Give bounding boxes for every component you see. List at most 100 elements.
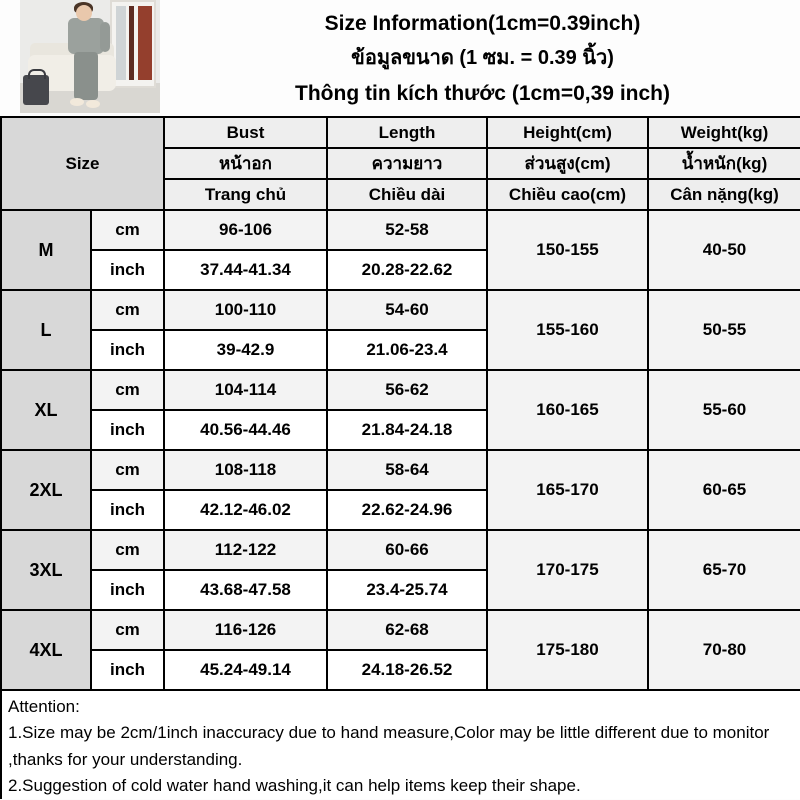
length-cm: 60-66	[326, 529, 488, 571]
col-header-weight-en: Weight(kg)	[646, 116, 800, 149]
height-value: 170-175	[486, 529, 649, 611]
bust-inch: 43.68-47.58	[163, 569, 328, 611]
header-row-th: หน้าอก ความยาว ส่วนสูง(cm) น้ำหนัก(kg)	[1, 147, 800, 180]
unit-inch: inch	[90, 249, 165, 291]
attention-line-1: 1.Size may be 2cm/1inch inaccuracy due t…	[8, 723, 770, 769]
unit-cm: cm	[90, 529, 165, 571]
height-value: 160-165	[486, 369, 649, 451]
length-inch: 21.06-23.4	[326, 329, 488, 371]
photo-window-pane	[138, 6, 152, 80]
header-row-en: Size Bust Length Height(cm) Weight(kg)	[0, 116, 800, 211]
length-inch: 24.18-26.52	[326, 649, 488, 691]
size-row-4xl-inch: inch 45.24-49.14 24.18-26.52	[1, 649, 800, 691]
unit-cm: cm	[90, 289, 165, 331]
model-photo-scene	[20, 0, 160, 113]
bust-cm: 104-114	[163, 369, 328, 411]
length-cm: 52-58	[326, 209, 488, 251]
page-title-th: ข้อมูลขนาด (1 ซม. = 0.39 นิ้ว)	[351, 46, 614, 69]
height-value: 175-180	[486, 609, 649, 691]
size-row-3xl-cm: 3XL cm 112-122 60-66 170-175 65-70	[0, 529, 800, 611]
size-row-2xl-inch: inch 42.12-46.02 22.62-24.96	[1, 489, 800, 531]
weight-value: 65-70	[646, 529, 800, 611]
size-row-l-cm: L cm 100-110 54-60 155-160 50-55	[0, 289, 800, 371]
unit-cm: cm	[90, 369, 165, 411]
col-header-bust-en: Bust	[163, 116, 328, 149]
weight-value: 70-80	[646, 609, 800, 691]
photo-window-glass	[116, 6, 126, 80]
col-header-weight-vi: Cân nặng(kg)	[646, 178, 800, 211]
size-label: XL	[0, 369, 92, 451]
col-header-bust-vi: Trang chủ	[163, 178, 328, 211]
size-label: M	[0, 209, 92, 291]
bust-cm: 100-110	[163, 289, 328, 331]
col-header-height-en: Height(cm)	[486, 116, 649, 149]
bust-cm: 112-122	[163, 529, 328, 571]
photo-bag	[23, 69, 49, 105]
size-label: 2XL	[0, 449, 92, 531]
photo-person-arm	[100, 22, 110, 52]
photo-person-legs	[74, 52, 98, 100]
photo-window-frame	[129, 6, 134, 80]
col-header-length-vi: Chiều dài	[326, 178, 488, 211]
bust-inch: 45.24-49.14	[163, 649, 328, 691]
bust-inch: 39-42.9	[163, 329, 328, 371]
model-photo	[1, 0, 164, 117]
size-row-m-cm: M cm 96-106 52-58 150-155 40-50	[0, 209, 800, 291]
unit-inch: inch	[90, 489, 165, 531]
unit-inch: inch	[90, 409, 165, 451]
bust-inch: 42.12-46.02	[163, 489, 328, 531]
length-inch: 23.4-25.74	[326, 569, 488, 611]
length-cm: 54-60	[326, 289, 488, 331]
weight-value: 55-60	[646, 369, 800, 451]
length-cm: 58-64	[326, 449, 488, 491]
bust-inch: 37.44-41.34	[163, 249, 328, 291]
page-title-vi: Thông tin kích thước (1cm=0,39 inch)	[295, 81, 670, 105]
photo-window	[110, 0, 156, 88]
size-row-3xl-inch: inch 43.68-47.58 23.4-25.74	[1, 569, 800, 611]
attention-heading: Attention:	[8, 697, 80, 716]
size-table: Size Information(1cm=0.39inch) ข้อมูลขนา…	[0, 0, 800, 691]
height-value: 150-155	[486, 209, 649, 291]
size-label: 4XL	[0, 609, 92, 691]
col-header-bust-th: หน้าอก	[163, 147, 328, 180]
size-column-header: Size	[0, 116, 165, 211]
size-row-2xl-cm: 2XL cm 108-118 58-64 165-170 60-65	[0, 449, 800, 531]
size-row-l-inch: inch 39-42.9 21.06-23.4	[1, 329, 800, 371]
length-cm: 62-68	[326, 609, 488, 651]
photo-person-slipper	[70, 98, 84, 106]
col-header-height-th: ส่วนสูง(cm)	[486, 147, 649, 180]
length-inch: 22.62-24.96	[326, 489, 488, 531]
size-row-xl-cm: XL cm 104-114 56-62 160-165 55-60	[0, 369, 800, 451]
size-label: L	[0, 289, 92, 371]
bust-cm: 96-106	[163, 209, 328, 251]
height-value: 165-170	[486, 449, 649, 531]
photo-person-head	[76, 5, 92, 21]
top-section: Size Information(1cm=0.39inch) ข้อมูลขนา…	[1, 0, 800, 117]
photo-person-torso	[68, 18, 104, 54]
unit-inch: inch	[90, 649, 165, 691]
weight-value: 50-55	[646, 289, 800, 371]
size-row-m-inch: inch 37.44-41.34 20.28-22.62	[1, 249, 800, 291]
weight-value: 60-65	[646, 449, 800, 531]
size-label: 3XL	[0, 529, 92, 611]
unit-cm: cm	[90, 209, 165, 251]
unit-inch: inch	[90, 329, 165, 371]
header-row-vi: Trang chủ Chiều dài Chiều cao(cm) Cân nặ…	[1, 178, 800, 211]
length-cm: 56-62	[326, 369, 488, 411]
unit-cm: cm	[90, 609, 165, 651]
length-inch: 20.28-22.62	[326, 249, 488, 291]
length-inch: 21.84-24.18	[326, 409, 488, 451]
page-title-en: Size Information(1cm=0.39inch)	[324, 11, 641, 35]
col-header-length-th: ความยาว	[326, 147, 488, 180]
attention-line-2: 2.Suggestion of cold water hand washing,…	[8, 776, 581, 796]
unit-cm: cm	[90, 449, 165, 491]
bust-cm: 116-126	[163, 609, 328, 651]
size-row-4xl-cm: 4XL cm 116-126 62-68 175-180 70-80	[0, 609, 800, 691]
unit-inch: inch	[90, 569, 165, 611]
title-block: Size Information(1cm=0.39inch) ข้อมูลขนา…	[164, 0, 800, 117]
size-row-xl-inch: inch 40.56-44.46 21.84-24.18	[1, 409, 800, 451]
col-header-height-vi: Chiều cao(cm)	[486, 178, 649, 211]
attention-note: Attention: 1.Size may be 2cm/1inch inacc…	[0, 691, 800, 800]
height-value: 155-160	[486, 289, 649, 371]
